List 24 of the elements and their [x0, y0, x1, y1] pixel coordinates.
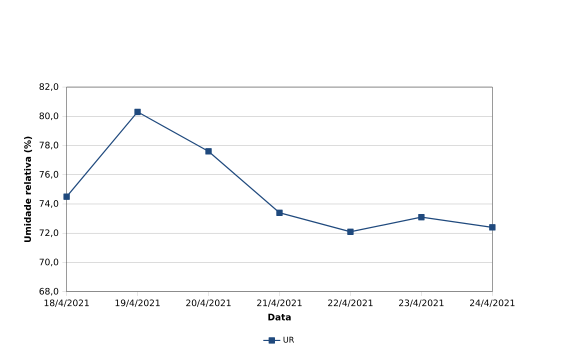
point: [205, 148, 212, 155]
y-tick-label: 82,0: [40, 83, 58, 91]
point: [276, 210, 283, 216]
y-axis-title: Umidade relativa (%): [24, 136, 32, 242]
point: [418, 214, 425, 220]
x-tick-label: 21/4/2021: [257, 299, 302, 307]
y-tick-label: 80,0: [40, 112, 58, 120]
y-tick-label: 74,0: [40, 200, 58, 208]
point: [134, 108, 141, 116]
x-tick-label: 19/4/2021: [116, 299, 160, 307]
y-tick-label: 68,0: [40, 288, 58, 296]
x-tick-label: 24/4/2021: [470, 299, 514, 307]
x-tick-label: 23/4/2021: [399, 299, 444, 307]
y-tick-label: 70,0: [40, 258, 58, 266]
point: [347, 228, 354, 235]
x-axis-title: Data: [268, 314, 291, 320]
x-tick-label: 22/4/2021: [328, 299, 373, 307]
y-tick-label: 78,0: [40, 142, 58, 150]
y-tick-label: 76,0: [40, 170, 58, 179]
point: [63, 193, 70, 200]
x-tick-label: 18/4/2021: [44, 299, 89, 307]
point: [489, 224, 496, 231]
x-tick-label: 20/4/2021: [186, 299, 231, 307]
y-tick-label: 72,0: [40, 229, 58, 238]
